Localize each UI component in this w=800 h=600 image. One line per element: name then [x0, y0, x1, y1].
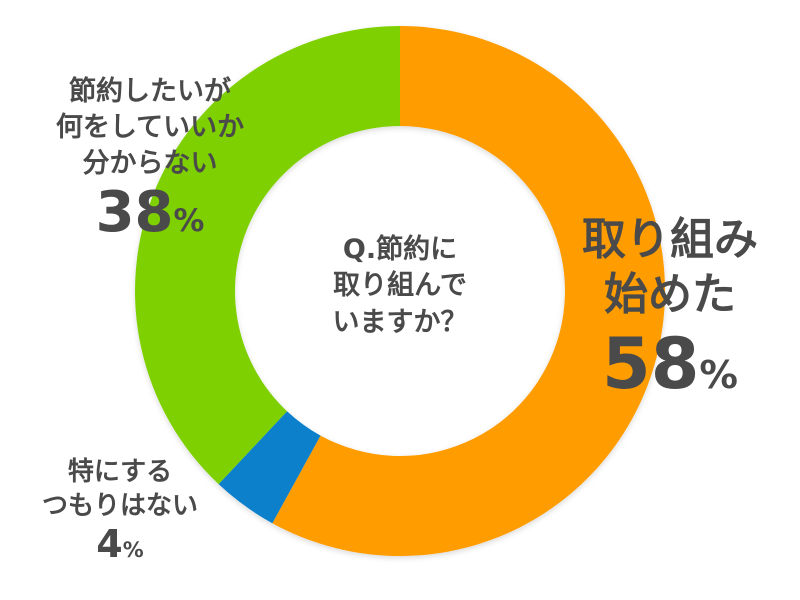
- label-line: 始めた: [604, 269, 736, 320]
- label-started: 取り組み 始めた 58%: [555, 212, 785, 403]
- label-no-intent: 特にする つもりはない 4%: [0, 456, 240, 565]
- label-line: 節約したいが: [69, 76, 231, 107]
- label-line: つもりはない: [41, 490, 198, 521]
- question-line: 取り組んで: [333, 270, 467, 302]
- question-line: Q.節約に: [342, 234, 458, 265]
- question-line: いますか？: [332, 306, 468, 338]
- unit-label: %: [122, 537, 144, 562]
- donut-slice-1: [218, 411, 321, 524]
- unit-label: %: [173, 202, 205, 239]
- label-line: 何をしていいか: [55, 111, 245, 143]
- center-question: Q.節約に 取り組んで いますか？: [265, 232, 535, 341]
- value-label: 58: [602, 323, 700, 405]
- label-line: 取り組み: [582, 214, 758, 265]
- unit-label: %: [699, 353, 738, 398]
- label-line: 分からない: [82, 147, 218, 179]
- donut-slice-0: [272, 26, 665, 556]
- label-line: 特にする: [67, 457, 173, 487]
- value-label: 4: [96, 521, 123, 566]
- value-label: 38: [95, 179, 174, 245]
- donut-slice-2: [134, 26, 400, 485]
- label-dont-know: 節約したいが 何をしていいか 分からない 38%: [0, 74, 300, 243]
